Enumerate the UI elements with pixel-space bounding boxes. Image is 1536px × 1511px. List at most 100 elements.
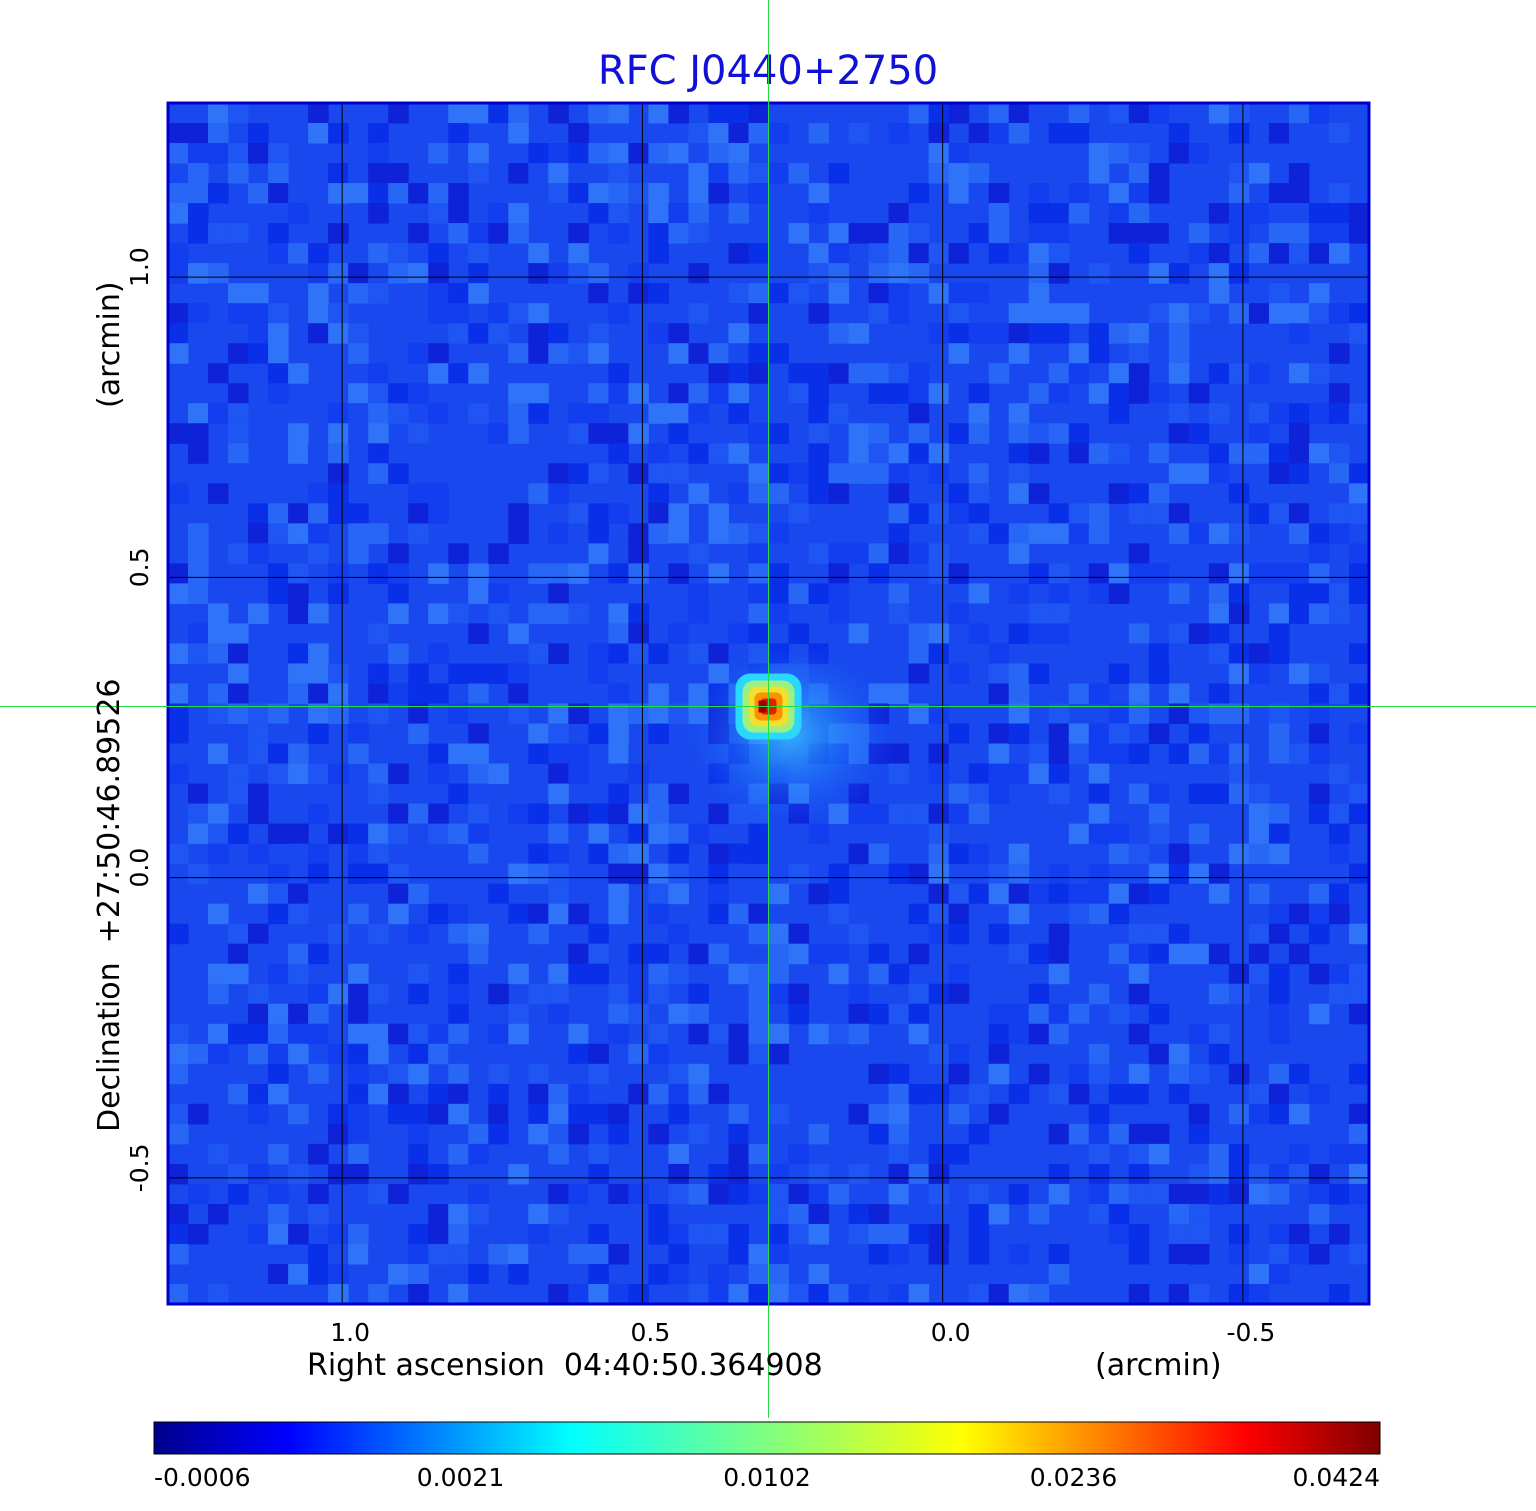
noise-cell <box>1288 523 1310 544</box>
noise-cell <box>748 183 769 204</box>
noise-cell <box>328 1223 349 1245</box>
noise-cell <box>588 1223 609 1245</box>
noise-cell <box>168 843 189 865</box>
noise-cell <box>608 1003 629 1025</box>
noise-cell <box>688 1223 709 1245</box>
noise-cell <box>868 1003 890 1025</box>
noise-cell <box>468 143 489 164</box>
noise-cell <box>688 1283 709 1305</box>
noise-cell <box>448 783 469 805</box>
noise-cell <box>448 663 469 684</box>
noise-cell <box>1348 463 1370 484</box>
noise-cell <box>1148 163 1170 184</box>
noise-cell <box>1188 303 1210 324</box>
noise-cell <box>1268 623 1290 644</box>
noise-cell <box>628 543 649 564</box>
noise-cell <box>308 663 329 684</box>
noise-cell <box>588 943 609 965</box>
noise-cell <box>1168 1243 1190 1265</box>
noise-cell <box>668 1263 689 1285</box>
noise-cell <box>748 243 769 264</box>
noise-cell <box>748 1243 769 1265</box>
noise-cell <box>508 123 529 144</box>
noise-cell <box>1068 683 1090 704</box>
noise-cell <box>1108 1123 1130 1145</box>
noise-cell <box>1088 1143 1110 1165</box>
noise-cell <box>1288 183 1310 204</box>
noise-cell <box>528 603 549 624</box>
noise-cell <box>848 1283 870 1305</box>
noise-cell <box>1268 903 1290 925</box>
noise-cell <box>1348 1123 1370 1145</box>
noise-cell <box>288 423 309 444</box>
noise-cell <box>1048 523 1070 544</box>
noise-cell <box>988 743 1010 765</box>
noise-cell <box>1028 563 1050 584</box>
noise-cell <box>1128 303 1150 324</box>
noise-cell <box>908 683 930 704</box>
noise-cell <box>1228 503 1250 524</box>
noise-cell <box>368 663 389 684</box>
noise-cell <box>808 123 830 144</box>
noise-cell <box>168 303 189 324</box>
noise-cell <box>308 1143 329 1165</box>
noise-cell <box>548 783 569 805</box>
noise-cell <box>308 543 329 564</box>
noise-cell <box>1228 103 1250 124</box>
noise-cell <box>928 643 950 664</box>
noise-cell <box>1008 423 1030 444</box>
noise-cell <box>1228 363 1250 384</box>
noise-cell <box>648 883 669 905</box>
noise-cell <box>708 1183 729 1205</box>
noise-cell <box>668 643 689 664</box>
noise-cell <box>1208 483 1230 504</box>
noise-cell <box>848 403 870 424</box>
noise-cell <box>608 643 629 664</box>
noise-cell <box>1328 583 1350 604</box>
noise-cell <box>1048 723 1070 745</box>
noise-cell <box>368 363 389 384</box>
noise-cell <box>848 323 870 344</box>
noise-cell <box>1128 363 1150 384</box>
noise-cell <box>908 1163 930 1185</box>
noise-cell <box>1068 303 1090 324</box>
noise-cell <box>328 763 349 785</box>
noise-cell <box>888 1003 910 1025</box>
noise-cell <box>1228 983 1250 1005</box>
noise-cell <box>888 1283 910 1305</box>
noise-cell <box>168 1063 189 1085</box>
noise-cell <box>588 1263 609 1285</box>
noise-cell <box>948 223 970 244</box>
noise-cell <box>468 243 489 264</box>
noise-cell <box>1248 403 1270 424</box>
noise-cell <box>908 563 930 584</box>
noise-cell <box>928 923 950 945</box>
noise-cell <box>1308 303 1330 324</box>
noise-cell <box>1008 943 1030 965</box>
noise-cell <box>1088 503 1110 524</box>
noise-cell <box>368 1003 389 1025</box>
noise-cell <box>1208 943 1230 965</box>
noise-cell <box>888 243 910 264</box>
noise-cell <box>1008 683 1030 704</box>
noise-cell <box>1228 1203 1250 1225</box>
noise-cell <box>948 603 970 624</box>
noise-cell <box>1228 903 1250 925</box>
y-axis-label: Declination +27:50:46.89526 <box>92 678 127 1132</box>
noise-cell <box>1148 1003 1170 1025</box>
noise-cell <box>448 1083 469 1105</box>
noise-cell <box>588 923 609 945</box>
noise-cell <box>548 183 569 204</box>
noise-cell <box>1228 703 1250 725</box>
noise-cell <box>548 643 569 664</box>
noise-cell <box>428 283 449 304</box>
noise-cell <box>268 743 289 765</box>
noise-cell <box>788 463 810 484</box>
noise-cell <box>1148 1143 1170 1165</box>
noise-cell <box>948 1043 970 1065</box>
noise-cell <box>1208 203 1230 224</box>
noise-cell <box>1148 823 1170 845</box>
noise-cell <box>988 683 1010 704</box>
noise-cell <box>308 123 329 144</box>
noise-cell <box>648 1123 669 1145</box>
